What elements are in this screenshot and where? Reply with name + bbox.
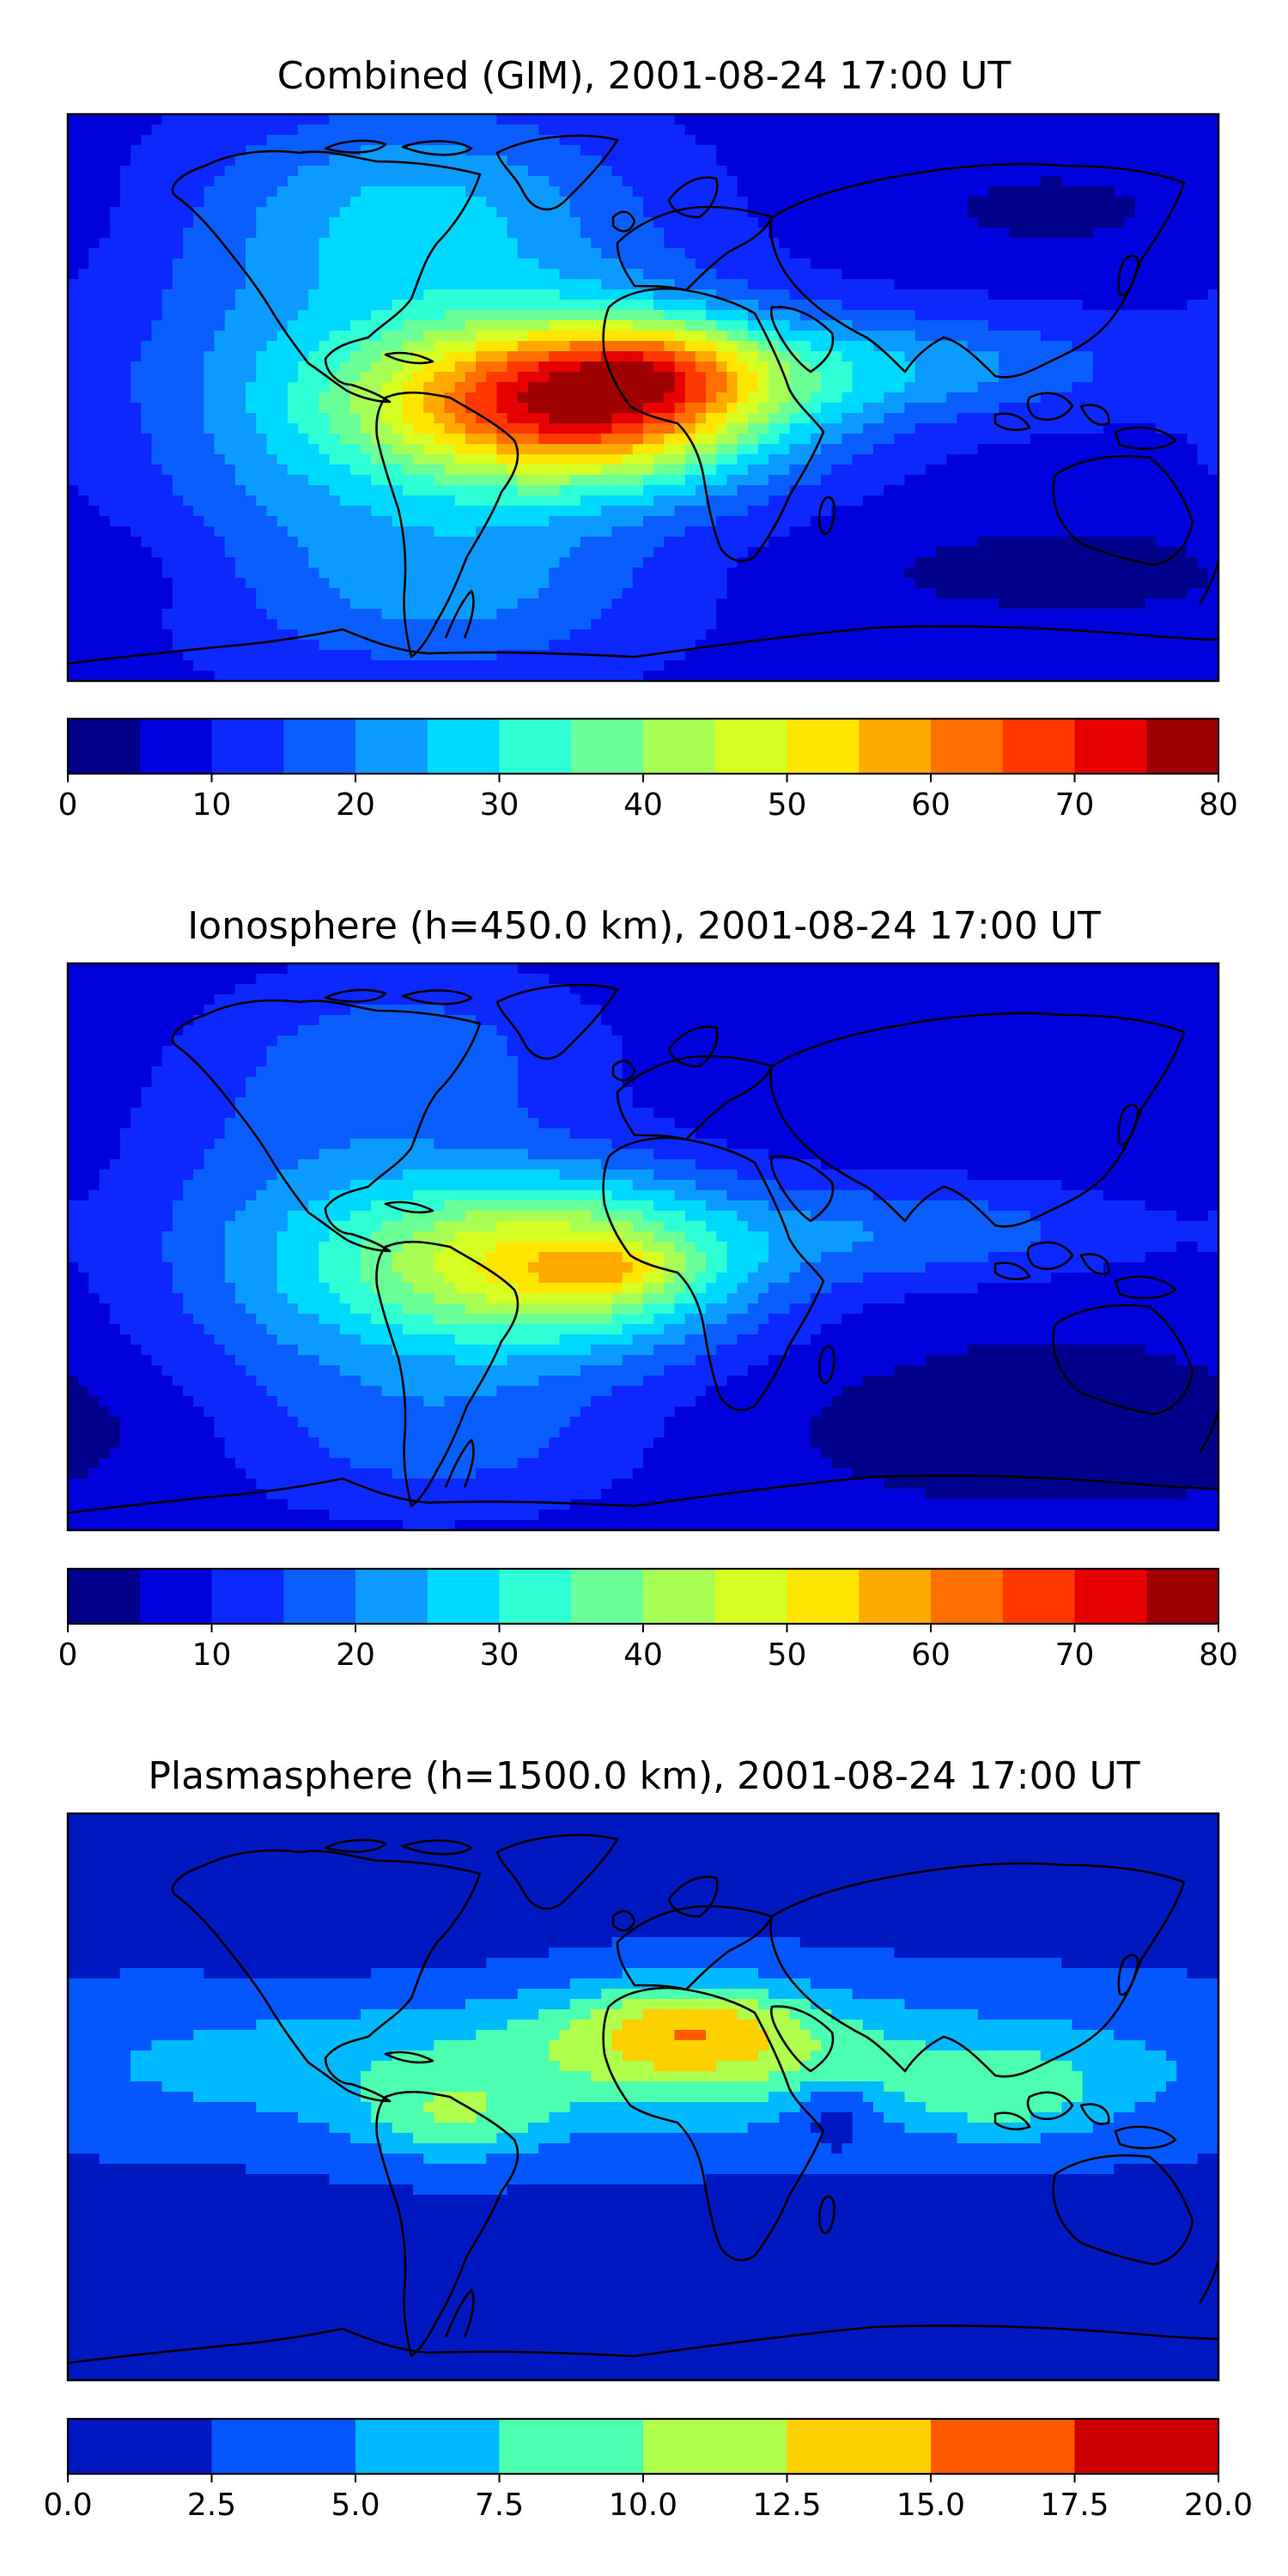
colorbar-segment [714, 719, 787, 774]
colorbar-segment [355, 1569, 428, 1624]
panel-title: Plasmasphere (h=1500.0 km), 2001-08-24 1… [148, 1754, 1139, 1798]
colorbar-segment [68, 1569, 141, 1624]
panel-2: Ionosphere (h=450.0 km), 2001-08-24 17:0… [58, 904, 1238, 1673]
colorbar-segment [1146, 1569, 1219, 1624]
colorbar-tick-label: 60 [911, 787, 951, 823]
colorbar-tick-label: 10.0 [609, 2488, 677, 2523]
colorbar-tick-label: 50 [768, 787, 807, 823]
colorbar-segment [499, 719, 572, 774]
map-frame [66, 112, 1220, 683]
colorbar: 0 10 20 30 40 50 60 70 80 [58, 717, 1238, 823]
colorbar-tick-label: 0 [58, 1637, 78, 1673]
colorbar-segment [787, 1569, 860, 1624]
colorbar-segment [931, 719, 1004, 774]
colorbar-segment [643, 1569, 716, 1624]
colorbar-tick-label: 10 [192, 1637, 232, 1673]
colorbar-segment [1002, 719, 1075, 774]
colorbar-tick-label: 20.0 [1184, 2488, 1253, 2523]
colorbar-tick-label: 30 [480, 787, 519, 823]
colorbar-tick-label: 7.5 [475, 2488, 524, 2523]
colorbar-segment [787, 2419, 932, 2474]
colorbar-segment [1074, 1569, 1147, 1624]
colorbar-segment [211, 1569, 284, 1624]
colorbar-tick-label: 80 [1199, 1637, 1238, 1673]
colorbar: 0 10 20 30 40 50 60 70 80 [58, 1567, 1238, 1673]
colorbar-segment [931, 2419, 1075, 2474]
colorbar-tick-label: 40 [623, 1637, 663, 1673]
panel-title: Ionosphere (h=450.0 km), 2001-08-24 17:0… [187, 904, 1101, 948]
colorbar-segment [1002, 1569, 1075, 1624]
colorbar-segment [859, 719, 932, 774]
colorbar-segment [283, 719, 356, 774]
colorbar-segment [859, 1569, 932, 1624]
colorbar-segment [571, 1569, 644, 1624]
colorbar-segment [1074, 719, 1147, 774]
colorbar-tick-label: 10 [192, 787, 232, 823]
colorbar: 0.0 2.5 5.0 7.5 10.0 12.5 15.0 17.5 20.0 [43, 2417, 1253, 2523]
map-frame [66, 1812, 1220, 2382]
colorbar-tick-label: 60 [911, 1637, 951, 1673]
colorbar-segment [355, 2419, 500, 2474]
colorbar-segment [355, 719, 428, 774]
panel-3: Plasmasphere (h=1500.0 km), 2001-08-24 1… [43, 1754, 1253, 2523]
colorbar-segment [499, 2419, 644, 2474]
colorbar-tick-label: 70 [1055, 1637, 1095, 1673]
colorbar-tick-label: 0.0 [43, 2488, 92, 2523]
colorbar-segment [1074, 2419, 1219, 2474]
panel-1: Combined (GIM), 2001-08-24 17:00 UT 0 10 20… [58, 54, 1238, 823]
colorbar-tick-label: 0 [58, 787, 78, 823]
colorbar-segment [68, 719, 141, 774]
colorbar-tick-label: 15.0 [896, 2488, 965, 2523]
colorbar-tick-label: 40 [623, 787, 663, 823]
map-frame [66, 962, 1220, 1532]
colorbar-segment [427, 719, 500, 774]
colorbar-segment [211, 2419, 356, 2474]
map-heatmap [66, 962, 1220, 1532]
colorbar-tick-label: 80 [1199, 787, 1238, 823]
colorbar-tick-label: 2.5 [187, 2488, 236, 2523]
colorbar-tick-label: 12.5 [752, 2488, 821, 2523]
colorbar-tick-label: 17.5 [1040, 2488, 1109, 2523]
colorbar-tick-label: 20 [336, 787, 375, 823]
colorbar-segment [499, 1569, 572, 1624]
colorbar-tick-label: 70 [1055, 787, 1095, 823]
colorbar-segment [714, 1569, 787, 1624]
colorbar-segment [643, 2419, 787, 2474]
colorbar-segment [787, 719, 860, 774]
colorbar-tick-label: 20 [336, 1637, 375, 1673]
colorbar-segment [68, 2419, 212, 2474]
colorbar-tick-label: 30 [480, 1637, 519, 1673]
colorbar-tick-label: 5.0 [331, 2488, 380, 2523]
colorbar-segment [283, 1569, 356, 1624]
map-heatmap [66, 1812, 1220, 2382]
colorbar-segment [427, 1569, 500, 1624]
colorbar-segment [139, 1569, 212, 1624]
colorbar-segment [643, 719, 716, 774]
colorbar-segment [211, 719, 284, 774]
colorbar-tick-label: 50 [768, 1637, 807, 1673]
map-heatmap [66, 112, 1220, 683]
panel-title: Combined (GIM), 2001-08-24 17:00 UT [277, 54, 1012, 98]
colorbar-segment [931, 1569, 1004, 1624]
colorbar-segment [139, 719, 212, 774]
colorbar-segment [1146, 719, 1219, 774]
colorbar-segment [571, 719, 644, 774]
